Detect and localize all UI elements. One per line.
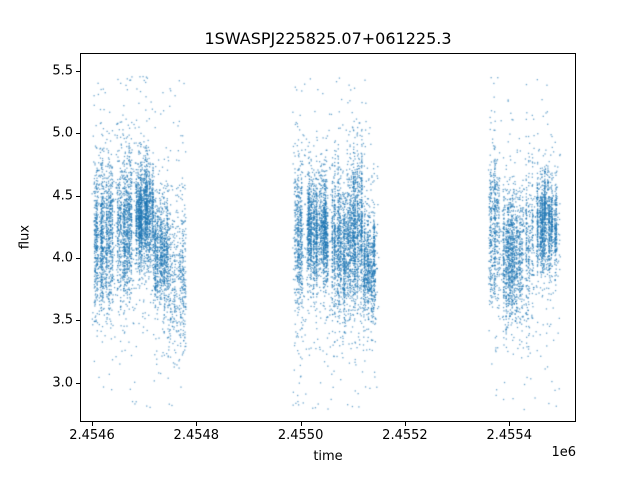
y-tick-label: 4.5 [52,188,73,204]
y-tick-mark [76,382,80,384]
x-tick-mark [509,422,511,426]
x-tick-label: 2.4546 [69,428,115,443]
x-tick-mark [300,422,302,426]
y-tick-mark [76,258,80,260]
y-tick-label: 5.5 [52,63,73,79]
y-tick-mark [76,320,80,322]
y-tick-label: 3.5 [52,312,73,328]
chart-title: 1SWASPJ225825.07+061225.3 [204,29,452,48]
x-tick-label: 2.4554 [486,428,532,443]
y-tick-label: 4.0 [52,250,73,266]
x-axis-label: time [313,449,343,464]
y-axis-label: flux [17,224,33,250]
x-tick-label: 2.4550 [277,428,324,443]
x-axis-offset-label: 1e6 [551,445,576,460]
x-tick-label: 2.4552 [382,428,428,443]
y-tick-label: 3.0 [52,375,73,391]
x-tick-mark [196,422,198,426]
x-tick-label: 2.4548 [173,428,220,443]
x-tick-mark [404,422,406,426]
y-tick-mark [76,195,80,197]
y-tick-label: 5.0 [52,125,73,141]
y-tick-mark [76,71,80,73]
y-tick-mark [76,133,80,135]
x-tick-mark [91,422,93,426]
